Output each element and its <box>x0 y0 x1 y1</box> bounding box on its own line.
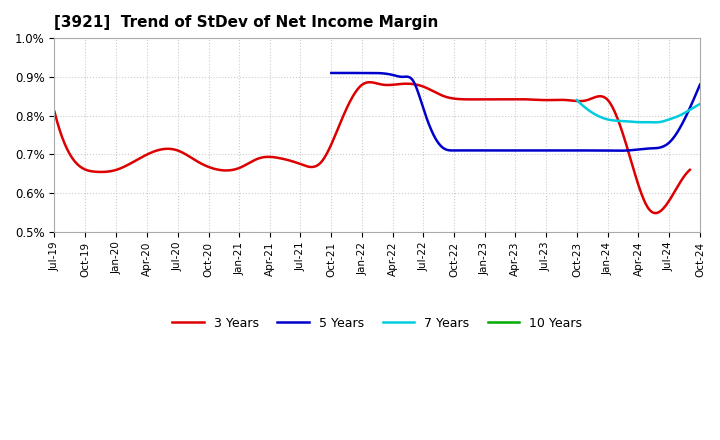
Text: [3921]  Trend of StDev of Net Income Margin: [3921] Trend of StDev of Net Income Marg… <box>55 15 439 30</box>
Line: 5 Years: 5 Years <box>331 73 700 150</box>
Line: 7 Years: 7 Years <box>577 100 700 122</box>
Legend: 3 Years, 5 Years, 7 Years, 10 Years: 3 Years, 5 Years, 7 Years, 10 Years <box>168 312 587 335</box>
Line: 3 Years: 3 Years <box>55 82 690 213</box>
